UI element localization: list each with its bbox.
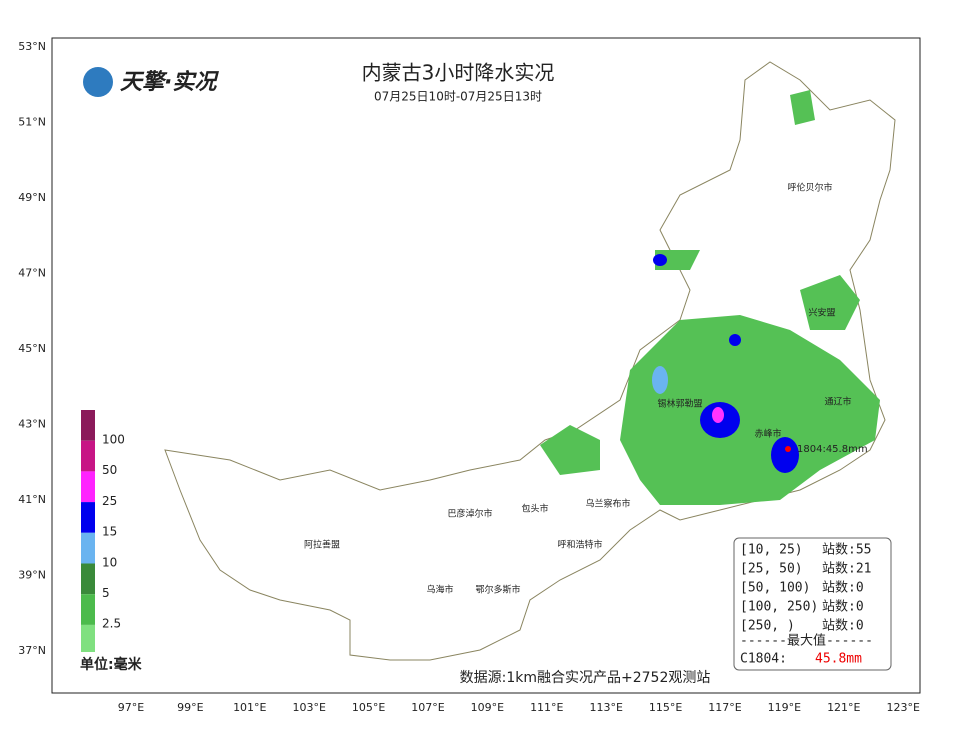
lon-label: 113°E bbox=[589, 701, 622, 714]
max-point bbox=[785, 446, 791, 452]
rain-heavy bbox=[652, 254, 799, 473]
stat-count: 站数:0 bbox=[822, 581, 864, 596]
stat-range: [25, 50) bbox=[740, 562, 803, 577]
stat-range: [10, 25) bbox=[740, 543, 803, 558]
legend-swatch bbox=[81, 471, 95, 503]
stat-count: 站数:55 bbox=[822, 543, 871, 558]
lat-label: 53°N bbox=[18, 40, 46, 53]
legend-label: 10 bbox=[102, 555, 117, 569]
stat-range: [250, ) bbox=[740, 619, 795, 634]
city-label: 呼和浩特市 bbox=[557, 539, 602, 551]
title: 内蒙古3小时降水实况 bbox=[362, 61, 555, 85]
lat-label: 41°N bbox=[18, 493, 46, 506]
legend-swatch bbox=[81, 440, 95, 472]
city-label: 赤峰市 bbox=[754, 428, 781, 440]
source: 数据源:1km融合实况产品+2752观测站 bbox=[460, 670, 711, 686]
lon-label: 107°E bbox=[411, 701, 444, 714]
stats-box bbox=[733, 537, 892, 671]
city-label: 锡林郭勒盟 bbox=[657, 398, 702, 410]
lat-label: 49°N bbox=[18, 191, 46, 204]
stat-count: 站数:0 bbox=[822, 600, 864, 615]
lon-label: 99°E bbox=[177, 701, 203, 714]
lat-label: 43°N bbox=[18, 418, 46, 431]
legend-swatch bbox=[81, 502, 95, 533]
lat-label: 45°N bbox=[18, 342, 46, 355]
lon-label: 101°E bbox=[233, 701, 266, 714]
lat-label: 39°N bbox=[18, 569, 46, 582]
legend-label: 100 bbox=[102, 433, 125, 447]
stat-range: [50, 100) bbox=[740, 581, 810, 596]
lon-label: 103°E bbox=[292, 701, 325, 714]
lon-label: 115°E bbox=[649, 701, 682, 714]
subtitle: 07月25日10时-07月25日13时 bbox=[374, 90, 542, 104]
legend-swatch bbox=[81, 625, 95, 652]
legend-label: 25 bbox=[102, 494, 117, 508]
logo: 天擎·实况 bbox=[120, 69, 219, 95]
lon-label: 121°E bbox=[827, 701, 860, 714]
lon-label: 123°E bbox=[886, 701, 919, 714]
lat-label: 47°N bbox=[18, 267, 46, 280]
lon-label: 97°E bbox=[118, 701, 144, 714]
stat-count: 站数:0 bbox=[822, 619, 864, 634]
lon-label: 111°E bbox=[530, 701, 563, 714]
legend-swatch bbox=[81, 532, 95, 564]
city-label: 通辽市 bbox=[824, 396, 851, 408]
city-label: 呼伦贝尔市 bbox=[787, 182, 832, 194]
legend-swatch bbox=[81, 410, 95, 441]
lon-label: 109°E bbox=[471, 701, 504, 714]
legend-label: 15 bbox=[102, 525, 117, 539]
city-label: 巴彦淖尔市 bbox=[447, 508, 492, 520]
stat-max-station: C1804: bbox=[740, 652, 787, 667]
logo-icon bbox=[83, 67, 113, 97]
legend-label: 50 bbox=[102, 463, 117, 477]
lat-label: 37°N bbox=[18, 644, 46, 657]
legend-unit: 单位:毫米 bbox=[80, 656, 143, 673]
stat-count: 站数:21 bbox=[822, 562, 871, 577]
legend-label: 5 bbox=[102, 586, 110, 600]
legend-swatch bbox=[81, 563, 95, 595]
city-label: 兴安盟 bbox=[808, 307, 835, 319]
legend-label: 2.5 bbox=[102, 617, 121, 631]
lon-label: 105°E bbox=[352, 701, 385, 714]
city-label: 乌海市 bbox=[426, 584, 453, 596]
city-label: 乌兰察布市 bbox=[585, 498, 630, 510]
stat-max-header: ------最大值------ bbox=[740, 633, 873, 649]
city-label: 阿拉善盟 bbox=[304, 539, 340, 551]
stat-range: [100, 250) bbox=[740, 600, 818, 615]
stat-max-value: 45.8mm bbox=[815, 652, 862, 667]
max-annotation: 1804:45.8mm bbox=[797, 444, 868, 455]
lon-label: 117°E bbox=[708, 701, 741, 714]
city-label: 包头市 bbox=[521, 503, 548, 515]
lon-label: 119°E bbox=[768, 701, 801, 714]
lat-label: 51°N bbox=[18, 116, 46, 129]
legend-swatch bbox=[81, 594, 95, 625]
rain-area bbox=[540, 90, 880, 505]
region-outline bbox=[164, 61, 896, 661]
city-label: 鄂尔多斯市 bbox=[475, 584, 520, 596]
